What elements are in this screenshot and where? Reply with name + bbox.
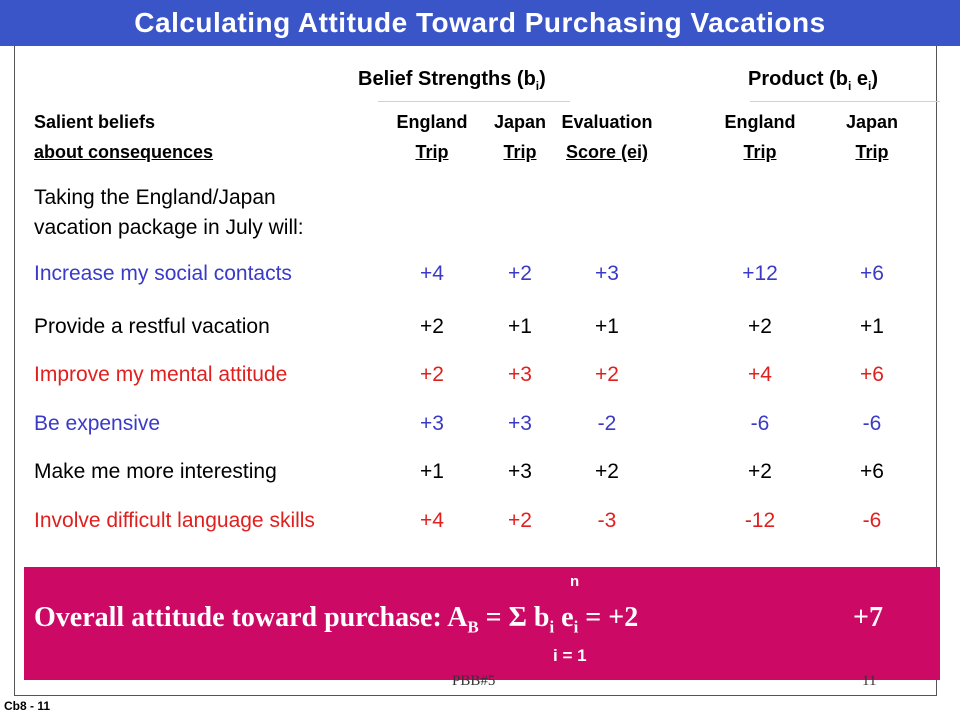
table-cell: -6 <box>750 412 770 435</box>
table-cell: +2 <box>748 460 772 483</box>
column-header: Trip <box>503 142 537 162</box>
table-cell: +2 <box>595 363 619 386</box>
header-underline <box>378 101 570 102</box>
slide-code: Cb8 - 11 <box>4 699 51 713</box>
column-header: Trip <box>855 142 889 162</box>
column-header: Trip <box>415 142 449 162</box>
header-underline <box>750 101 940 102</box>
table-cell: +2 <box>420 315 444 338</box>
belief-label: Improve my mental attitude <box>34 363 288 386</box>
text-segment: Overall attitude toward purchase: A <box>34 602 468 633</box>
table-cell: +2 <box>420 363 444 386</box>
column-header: Japan <box>493 112 547 132</box>
table-cell: +3 <box>595 262 619 285</box>
subscript: i <box>848 79 852 93</box>
summary-total: +7 <box>853 602 883 633</box>
table-cell: -6 <box>862 412 882 435</box>
group-header: Belief Strengths (bi) <box>358 68 546 93</box>
table-cell: +4 <box>420 262 444 285</box>
table-cell: +3 <box>508 412 532 435</box>
text-segment: ) <box>871 68 879 90</box>
belief-label: Increase my social contacts <box>34 262 292 285</box>
subscript: i <box>868 79 872 93</box>
intro-text: Taking the England/Japan <box>34 186 276 209</box>
column-header: about consequences <box>34 142 214 162</box>
table-cell: +1 <box>420 460 444 483</box>
text-segment: = Σ b <box>478 602 550 633</box>
subscript: i <box>535 79 540 93</box>
table-cell: +6 <box>860 363 884 386</box>
table-cell: +3 <box>508 460 532 483</box>
subscript: i <box>549 617 555 637</box>
text-segment: ) <box>539 68 546 90</box>
column-header: Salient beliefs <box>34 112 156 132</box>
table-cell: +4 <box>420 509 444 532</box>
table-cell: +6 <box>860 262 884 285</box>
sum-lower-limit: i = 1 <box>553 646 587 665</box>
belief-label: Provide a restful vacation <box>34 315 270 338</box>
table-cell: +1 <box>508 315 532 338</box>
intro-text: vacation package in July will: <box>34 216 304 239</box>
table-cell: +2 <box>508 509 532 532</box>
column-header: Evaluation <box>561 112 653 132</box>
table-cell: -3 <box>597 509 617 532</box>
table-cell: +2 <box>595 460 619 483</box>
group-header: Product (bi ei) <box>748 68 878 93</box>
text-segment: Product (b <box>748 68 848 90</box>
footer-center: PBB#5 <box>452 673 496 689</box>
table-cell: -2 <box>597 412 617 435</box>
table-cell: -6 <box>862 509 882 532</box>
summary-box <box>24 567 940 680</box>
table-cell: +6 <box>860 460 884 483</box>
belief-label: Be expensive <box>34 412 161 435</box>
column-header: Trip <box>743 142 777 162</box>
sum-upper-limit: n <box>570 573 580 590</box>
text-segment: e <box>851 68 869 90</box>
column-header: Score (ei) <box>565 142 649 162</box>
subscript: i <box>573 617 579 637</box>
column-header: Japan <box>845 112 899 132</box>
slide-title: Calculating Attitude Toward Purchasing V… <box>0 0 960 46</box>
table-cell: +12 <box>742 262 778 285</box>
frame-bottom <box>14 695 937 696</box>
table-cell: +1 <box>595 315 619 338</box>
subscript: B <box>467 617 479 637</box>
page-number: 11 <box>862 673 877 689</box>
table-cell: +3 <box>508 363 532 386</box>
table-cell: +2 <box>748 315 772 338</box>
summary-total: +2 <box>608 602 639 633</box>
column-header: England <box>724 112 796 132</box>
text-segment: = <box>578 602 609 633</box>
frame-left <box>14 46 15 696</box>
text-segment: Belief Strengths (b <box>358 68 536 90</box>
summary-line: Overall attitude toward purchase: AB = Σ… <box>34 602 638 638</box>
table-cell: +3 <box>420 412 444 435</box>
table-cell: +4 <box>748 363 772 386</box>
table-cell: -12 <box>744 509 776 532</box>
column-header: England <box>396 112 468 132</box>
belief-label: Involve difficult language skills <box>34 509 315 532</box>
belief-label: Make me more interesting <box>34 460 277 483</box>
frame-right <box>936 46 937 696</box>
table-cell: +1 <box>860 315 884 338</box>
table-cell: +2 <box>508 262 532 285</box>
text-segment: e <box>554 602 574 633</box>
